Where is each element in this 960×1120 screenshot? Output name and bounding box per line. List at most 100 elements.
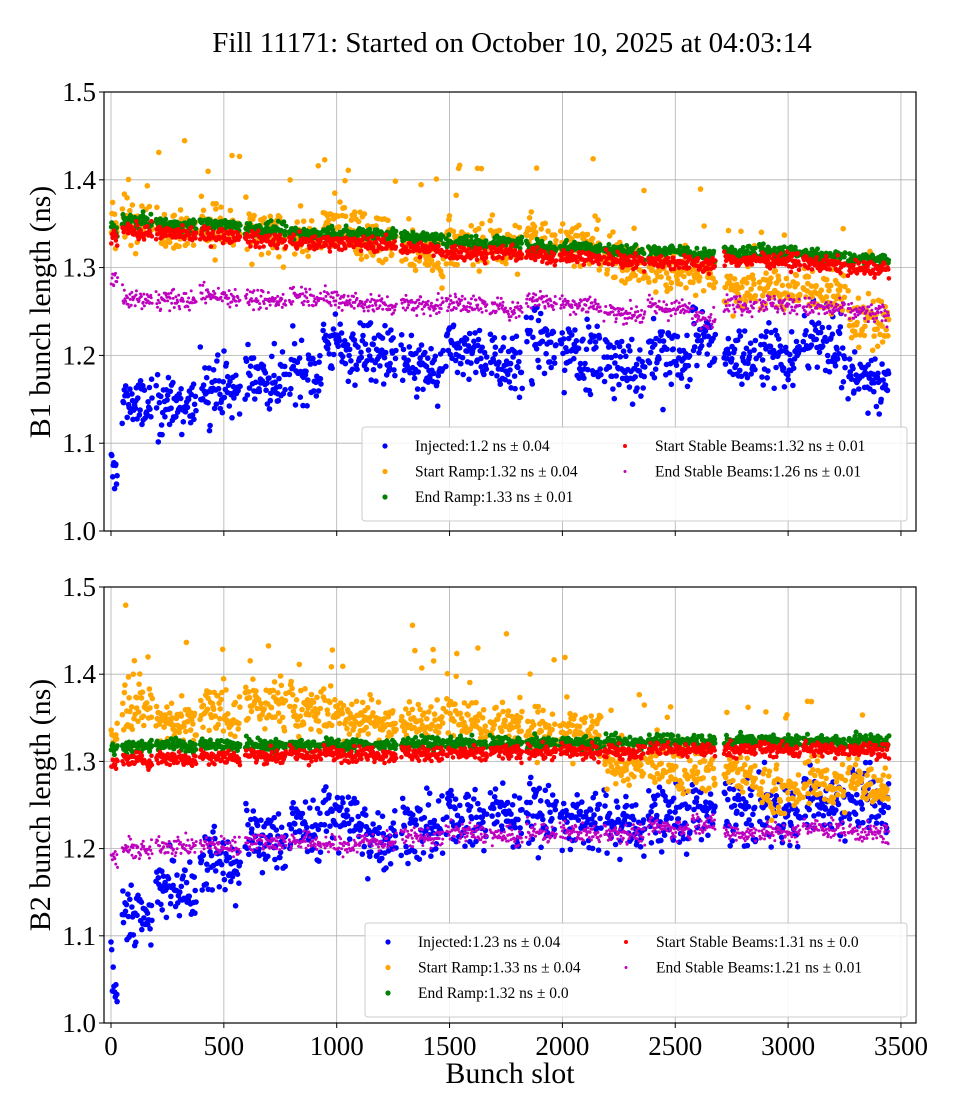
point-injected	[279, 349, 286, 355]
point-start-ramp	[631, 225, 637, 232]
point-injected	[494, 373, 500, 379]
point-start-stable	[882, 261, 887, 267]
point-injected	[560, 336, 567, 342]
point-injected	[548, 339, 554, 346]
point-injected	[173, 397, 180, 404]
point-end-stable	[611, 310, 615, 314]
point-injected	[337, 321, 344, 328]
point-end-stable	[513, 311, 516, 315]
point-end-stable	[190, 301, 194, 305]
point-end-stable	[474, 298, 478, 302]
point-start-ramp	[781, 232, 788, 238]
point-end-stable	[553, 295, 557, 298]
point-injected	[290, 323, 296, 329]
point-end-stable	[614, 317, 618, 321]
point-start-ramp	[246, 211, 252, 217]
point-injected	[377, 363, 383, 369]
point-start-ramp	[176, 243, 182, 250]
point-injected	[262, 370, 269, 376]
point-injected	[217, 391, 223, 398]
point-end-stable	[223, 291, 227, 295]
point-injected	[219, 409, 226, 416]
point-start-ramp	[325, 217, 332, 223]
point-injected	[731, 346, 738, 353]
point-injected	[111, 485, 118, 492]
point-start-ramp	[692, 292, 699, 299]
point-injected	[819, 324, 826, 331]
point-start-stable	[856, 260, 862, 266]
point-start-stable	[633, 251, 638, 256]
point-end-stable	[498, 302, 502, 306]
point-injected	[722, 361, 729, 367]
point-injected	[592, 339, 599, 345]
point-end-ramp	[483, 238, 489, 244]
point-start-stable	[596, 261, 602, 267]
point-injected	[872, 356, 878, 362]
point-injected	[577, 360, 584, 367]
point-injected	[315, 388, 322, 394]
point-injected	[164, 397, 170, 403]
point-injected	[627, 348, 633, 354]
point-injected	[851, 349, 858, 355]
point-start-ramp	[730, 313, 736, 319]
point-start-ramp	[218, 204, 224, 210]
point-start-stable	[749, 262, 755, 267]
point-start-stable	[431, 253, 436, 258]
point-start-ramp	[468, 223, 475, 229]
point-end-stable	[533, 303, 537, 307]
point-start-stable	[551, 251, 557, 257]
point-injected	[573, 338, 580, 344]
point-injected	[733, 362, 739, 368]
point-end-stable	[635, 305, 638, 309]
point-start-stable	[767, 266, 773, 271]
point-end-stable	[337, 306, 341, 309]
point-injected	[737, 333, 744, 339]
point-start-stable	[261, 244, 266, 249]
point-start-stable	[149, 234, 155, 239]
point-injected	[189, 412, 196, 418]
point-injected	[215, 385, 222, 392]
point-end-stable	[469, 302, 472, 306]
point-injected	[420, 386, 426, 393]
point-injected	[307, 361, 314, 367]
point-end-stable	[529, 306, 533, 310]
point-start-ramp	[528, 209, 535, 215]
point-start-ramp	[701, 223, 707, 229]
point-injected	[335, 343, 342, 350]
point-start-ramp	[496, 227, 503, 234]
point-end-stable	[404, 308, 407, 312]
point-end-stable	[499, 296, 503, 300]
point-end-stable	[312, 294, 315, 298]
point-end-stable	[501, 300, 505, 304]
point-injected	[512, 385, 518, 392]
point-injected	[331, 351, 337, 358]
point-injected	[456, 345, 463, 351]
point-end-stable	[307, 303, 311, 307]
point-end-stable	[419, 295, 423, 299]
point-start-ramp	[383, 256, 389, 263]
point-injected	[687, 376, 693, 383]
point-start-ramp	[453, 192, 460, 199]
point-injected	[481, 371, 487, 378]
point-start-ramp	[342, 177, 348, 184]
point-end-stable	[472, 294, 475, 298]
point-start-ramp	[712, 279, 719, 286]
point-injected	[450, 322, 457, 329]
point-end-stable	[126, 296, 130, 300]
point-end-stable	[202, 280, 206, 284]
point-injected	[673, 362, 680, 369]
point-injected	[659, 329, 666, 335]
point-injected	[793, 338, 800, 345]
point-injected	[698, 343, 705, 349]
point-end-stable	[448, 294, 452, 298]
point-start-ramp	[146, 203, 153, 210]
point-injected	[341, 338, 348, 344]
point-injected	[660, 406, 666, 413]
point-injected	[650, 315, 657, 322]
point-injected	[124, 392, 131, 399]
point-end-stable	[172, 287, 176, 291]
point-injected	[873, 403, 880, 410]
point-end-stable	[354, 291, 358, 295]
point-injected	[282, 386, 288, 393]
point-end-stable	[268, 303, 272, 307]
